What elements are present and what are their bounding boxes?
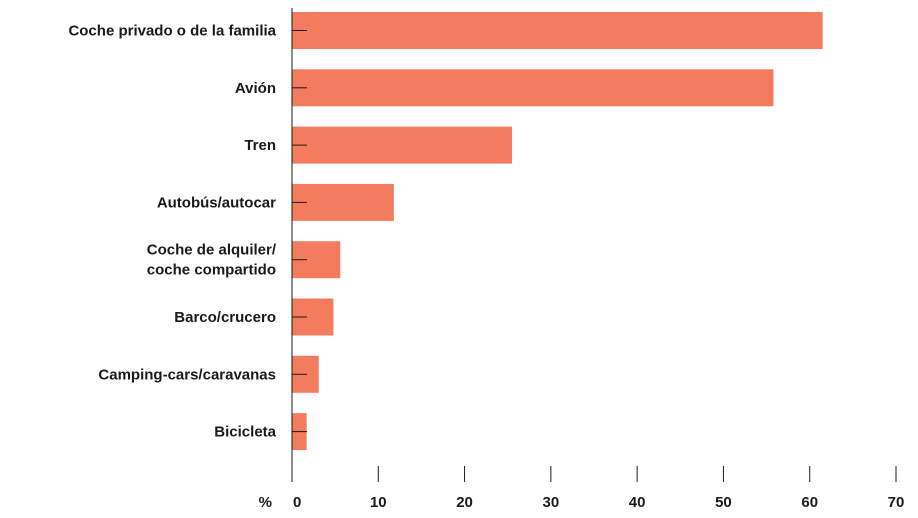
x-tick-label-1: 10 bbox=[370, 494, 387, 511]
x-tick-label-2: 20 bbox=[456, 494, 473, 511]
category-label-0: Coche privado o de la familia bbox=[68, 23, 276, 40]
category-label-7: Bicicleta bbox=[214, 424, 276, 441]
category-label-2: Tren bbox=[244, 137, 276, 154]
category-labels: Coche privado o de la familia Avión Tren Au… bbox=[68, 23, 276, 441]
category-label-line: Coche privado o de la familia bbox=[68, 23, 276, 40]
category-label-5: Barco/crucero bbox=[174, 309, 276, 326]
x-axis-ticks: 0 10 20 30 40 50 60 70 bbox=[291, 466, 905, 511]
bars-group bbox=[292, 12, 823, 451]
category-label-1: Avión bbox=[235, 80, 276, 97]
category-label-line: Tren bbox=[244, 137, 276, 154]
category-label-3: Autobús/autocar bbox=[157, 194, 276, 211]
bar-3 bbox=[292, 183, 394, 221]
category-label-6: Camping-cars/caravanas bbox=[98, 366, 276, 383]
bar-0 bbox=[292, 12, 823, 49]
x-tick-label-7: 70 bbox=[888, 494, 905, 511]
category-label-line: Barco/crucero bbox=[174, 309, 276, 326]
category-label-4: Coche de alquiler/coche compartido bbox=[147, 242, 277, 279]
axes-group bbox=[291, 8, 307, 482]
bar-2 bbox=[292, 126, 513, 164]
category-label-line: Bicicleta bbox=[214, 424, 276, 441]
x-axis-unit-label: % bbox=[259, 494, 272, 511]
bar-1 bbox=[292, 69, 774, 107]
x-tick-label-0: 0 bbox=[293, 494, 301, 511]
category-label-line: Avión bbox=[235, 80, 276, 97]
category-label-line: Camping-cars/caravanas bbox=[98, 366, 276, 383]
x-tick-label-4: 40 bbox=[629, 494, 646, 511]
category-label-line: coche compartido bbox=[147, 262, 276, 279]
category-label-line: Autobús/autocar bbox=[157, 194, 276, 211]
x-tick-label-3: 30 bbox=[543, 494, 560, 511]
x-tick-label-5: 50 bbox=[715, 494, 732, 511]
category-label-line: Coche de alquiler/ bbox=[147, 242, 277, 259]
x-tick-label-6: 60 bbox=[801, 494, 818, 511]
